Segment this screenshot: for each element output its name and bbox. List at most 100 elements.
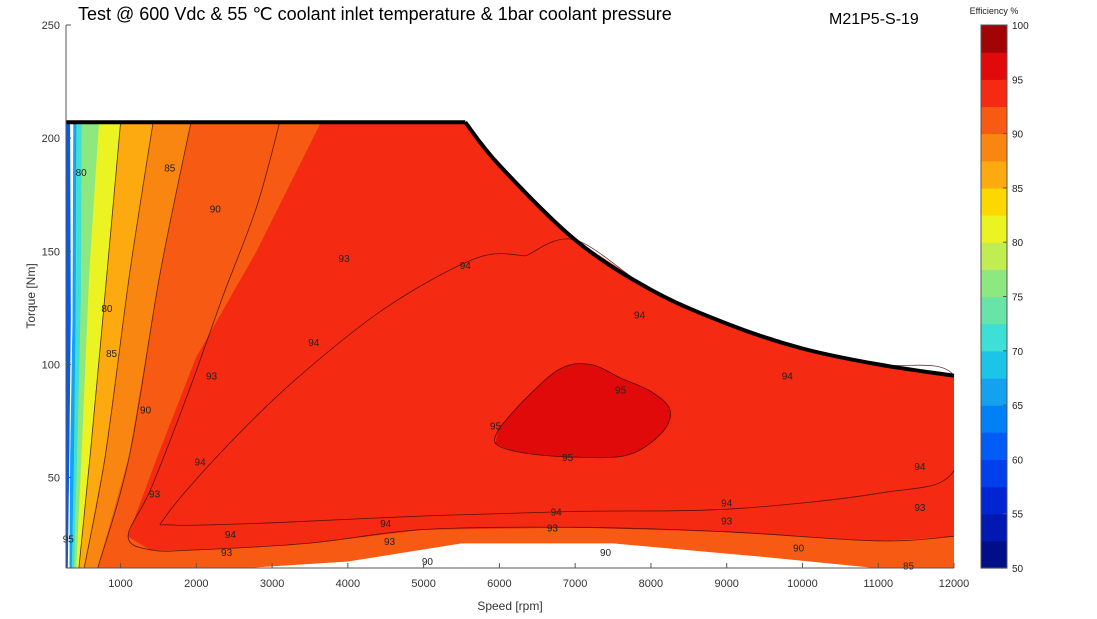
contour-line [494,363,671,459]
contour-label: 93 [339,254,351,265]
contour-label: 90 [600,548,612,559]
contour-label: 95 [615,385,627,396]
colorbar-tick-label: 50 [1012,564,1024,575]
colorbar-swatches [980,24,1008,569]
y-tick-label: 200 [42,133,60,145]
contour-label: 94 [634,311,646,322]
x-tick-label: 6000 [487,578,511,590]
colorbar-tick-label: 60 [1012,455,1024,466]
contour-label: 95 [63,535,75,546]
colorbar-swatch [981,486,1007,515]
contour-label: 93 [206,372,218,383]
colorbar-swatch [981,405,1007,433]
contour-label: 90 [422,557,434,568]
peak-torque-envelope [66,120,955,378]
contour-label: 80 [76,168,88,179]
contour-label: 94 [782,372,794,383]
colorbar-swatch [981,52,1007,80]
contour-label: 93 [221,548,233,559]
x-tick-label: 10000 [787,578,818,590]
contour-label: 90 [210,204,222,215]
x-tick-label: 1000 [108,578,132,590]
x-tick-label: 12000 [939,578,970,590]
contour-label: 80 [101,304,113,315]
colorbar-swatch [981,378,1007,406]
contour-label: 94 [721,498,733,509]
contour-line [127,122,954,552]
contour-label: 95 [562,453,574,464]
contour-label: 93 [547,523,559,534]
contour-line [83,122,154,568]
contour-label: 93 [914,503,926,514]
colorbar-tick-label: 100 [1012,21,1029,32]
colorbar-tick-label: 55 [1012,510,1024,521]
y-tick-label: 150 [42,246,60,258]
contour-line [97,122,192,568]
contour-labels: 85 90 93 94 94 94 80 80 85 90 93 94 94 93 95 95 95 94 94 94… [63,164,926,573]
colorbar-swatch [981,242,1007,270]
colorbar-swatch [981,133,1007,162]
x-tick-label: 8000 [639,578,663,590]
y-tick-label: 50 [48,473,60,485]
x-tick-label: 2000 [184,578,208,590]
colorbar-swatch [981,296,1007,325]
chart-id-label: M21P5-S-19 [829,11,919,28]
contour-label: 94 [308,338,320,349]
contour-label: 85 [106,349,118,360]
y-tick-label: 100 [42,359,60,371]
colorbar: Efficiency % 50 55 60 65 70 75 80 85 90 95 100 [970,6,1030,575]
colorbar-swatch [981,323,1007,352]
contour-label: 94 [551,507,563,518]
colorbar-tick-label: 80 [1012,238,1024,249]
x-axis-ticks: 1000 2000 3000 4000 5000 6000 7000 8000 9000 1000… [108,563,969,590]
colorbar-swatch [981,25,1007,53]
y-axis-title: Torque [Nm] [24,263,38,328]
contour-line [78,122,121,568]
colorbar-tick-label: 65 [1012,401,1024,412]
colorbar-title: Efficiency % [970,6,1019,16]
colorbar-swatch [981,540,1007,569]
contour-label: 94 [380,519,392,530]
contour-label: 93 [149,489,161,500]
colorbar-swatch [981,350,1007,379]
efficiency-zone [66,122,71,568]
colorbar-swatch [981,459,1007,488]
efficiency-zones [66,122,954,568]
envelope-curve-segment [463,121,955,378]
contour-label: 85 [164,164,176,175]
colorbar-swatch [981,432,1007,460]
colorbar-tick-label: 90 [1012,130,1024,141]
x-tick-label: 11000 [863,578,893,590]
contour-label: 94 [225,530,237,541]
contour-label: 94 [195,458,207,469]
contour-label: 90 [793,544,805,555]
contour-label: 85 [903,562,915,573]
colorbar-swatch [981,215,1007,243]
contour-label: 93 [721,517,733,528]
colorbar-tick-label: 95 [1012,75,1024,86]
colorbar-tick-label: 85 [1012,184,1024,195]
colorbar-swatch [981,513,1007,542]
colorbar-ticks: 50 55 60 65 70 75 80 85 90 95 100 [1003,21,1029,575]
chart-title: Test @ 600 Vdc & 55 ℃ coolant inlet temp… [78,4,672,24]
colorbar-swatch [981,187,1007,216]
contour-label: 90 [140,406,152,417]
colorbar-swatch [981,106,1007,135]
x-tick-label: 7000 [563,578,587,590]
x-axis-title: Speed [rpm] [477,599,542,613]
y-tick-label: 250 [42,20,60,32]
contour-label: 94 [460,261,472,272]
colorbar-swatch [981,79,1007,107]
x-tick-label: 4000 [336,578,360,590]
colorbar-tick-label: 75 [1012,293,1024,304]
x-tick-label: 9000 [714,578,738,590]
contour-label: 93 [384,537,396,548]
x-tick-label: 5000 [411,578,435,590]
contour-label: 94 [914,462,926,473]
colorbar-tick-label: 70 [1012,347,1024,358]
colorbar-swatch [981,160,1007,189]
y-axis-ticks: 50 100 150 200 250 [42,20,71,485]
x-tick-label: 3000 [260,578,284,590]
colorbar-swatch [981,269,1007,298]
